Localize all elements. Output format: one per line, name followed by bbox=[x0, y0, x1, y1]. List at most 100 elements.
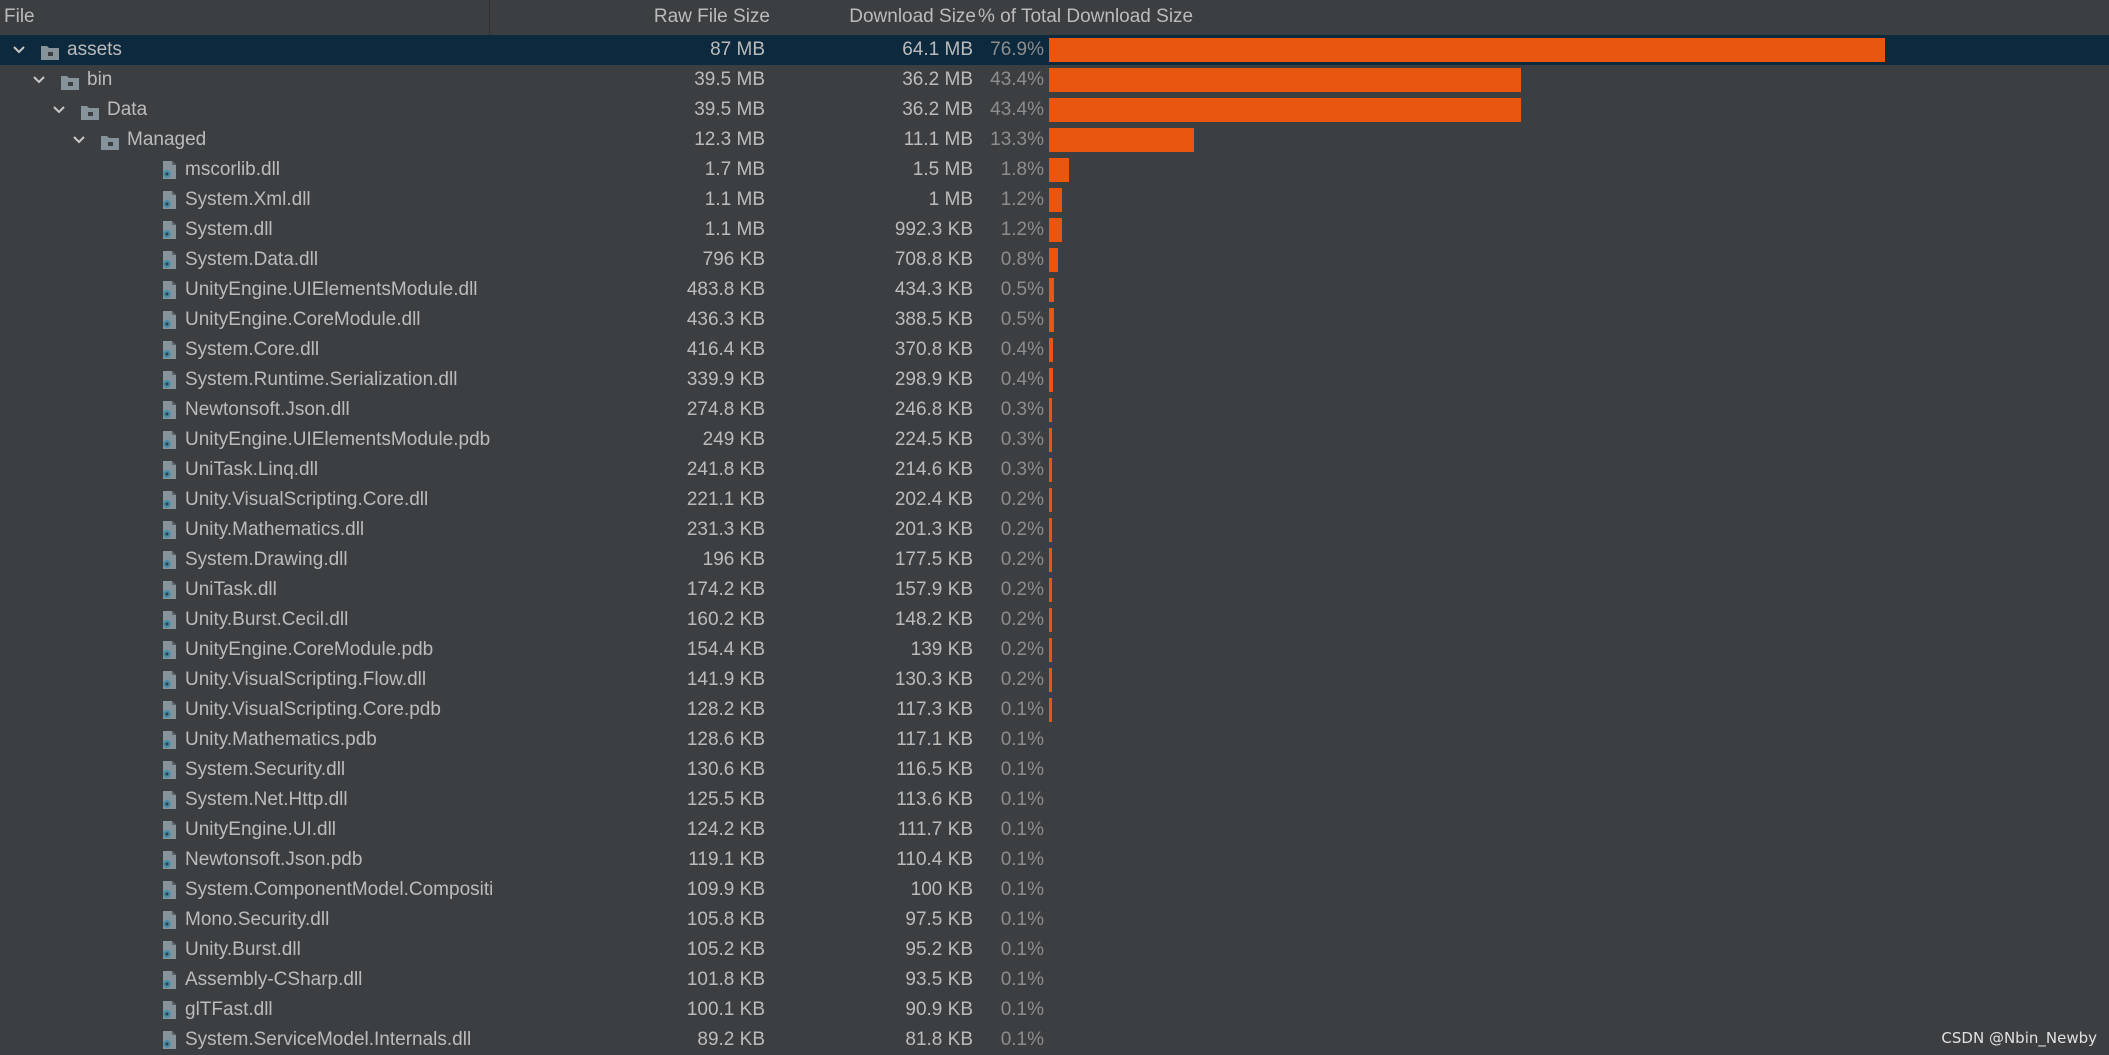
tree-row-file[interactable]: System.Data.dll 796 KB 708.8 KB 0.8% bbox=[0, 245, 2109, 275]
raw-size: 100.1 KB bbox=[686, 999, 765, 1020]
percent-bar bbox=[1049, 38, 1885, 62]
dll-file-icon bbox=[160, 970, 180, 989]
file-name: System.Net.Http.dll bbox=[185, 789, 348, 810]
tree-row-file[interactable]: System.Net.Http.dll 125.5 KB 113.6 KB 0.1% bbox=[0, 785, 2109, 815]
download-size: 298.9 KB bbox=[894, 369, 973, 390]
percent-value: 43.4% bbox=[990, 99, 1044, 120]
name-cell: System.Security.dll bbox=[0, 755, 492, 785]
tree-row-file[interactable]: Unity.VisualScripting.Core.pdb 128.2 KB 11… bbox=[0, 695, 2109, 725]
tree-row-file[interactable]: Newtonsoft.Json.pdb 119.1 KB 110.4 KB 0.1% bbox=[0, 845, 2109, 875]
chevron-down-icon[interactable] bbox=[10, 35, 28, 65]
tree-row-file[interactable]: UnityEngine.UIElementsModule.pdb 249 KB 22… bbox=[0, 425, 2109, 455]
chevron-down-icon[interactable] bbox=[70, 125, 88, 155]
percent-bar-track bbox=[1049, 125, 2049, 155]
percent-bar bbox=[1049, 98, 1521, 122]
tree-row-file[interactable]: Unity.VisualScripting.Flow.dll 141.9 KB 13… bbox=[0, 665, 2109, 695]
tree-row-file[interactable]: Unity.Mathematics.dll 231.3 KB 201.3 KB 0.2… bbox=[0, 515, 2109, 545]
tree-row-file[interactable]: System.Security.dll 130.6 KB 116.5 KB 0.1% bbox=[0, 755, 2109, 785]
tree-row-file[interactable]: Newtonsoft.Json.dll 274.8 KB 246.8 KB 0.3% bbox=[0, 395, 2109, 425]
percent-value: 0.1% bbox=[1000, 879, 1044, 900]
chevron-down-icon[interactable] bbox=[50, 95, 68, 125]
tree-row-file[interactable]: mscorlib.dll 1.7 MB 1.5 MB 1.8% bbox=[0, 155, 2109, 185]
percent-bar bbox=[1049, 218, 1062, 242]
percent-bar bbox=[1049, 248, 1058, 272]
column-header: File Raw File Size Download Size % of To… bbox=[0, 0, 2109, 36]
file-name: Newtonsoft.Json.pdb bbox=[185, 849, 363, 870]
tree-row-file[interactable]: glTFast.dll 100.1 KB 90.9 KB 0.1% bbox=[0, 995, 2109, 1025]
tree-row-file[interactable]: UnityEngine.CoreModule.dll 436.3 KB 388.5 … bbox=[0, 305, 2109, 335]
tree-row-file[interactable]: Unity.VisualScripting.Core.dll 221.1 KB 20… bbox=[0, 485, 2109, 515]
tree-row-file[interactable]: Unity.Burst.dll 105.2 KB 95.2 KB 0.1% bbox=[0, 935, 2109, 965]
file-name: Unity.VisualScripting.Core.pdb bbox=[185, 699, 441, 720]
raw-size-column-header[interactable]: Raw File Size bbox=[653, 6, 770, 27]
raw-size: 87 MB bbox=[710, 39, 765, 60]
file-column-header[interactable]: File bbox=[4, 0, 490, 35]
percent-value: 0.1% bbox=[1000, 939, 1044, 960]
tree-row-file[interactable]: System.ComponentModel.Compositi 109.9 KB 1… bbox=[0, 875, 2109, 905]
tree-row-file[interactable]: Unity.Burst.Cecil.dll 160.2 KB 148.2 KB 0.2… bbox=[0, 605, 2109, 635]
tree-row-file[interactable]: System.Runtime.Serialization.dll 339.9 KB… bbox=[0, 365, 2109, 395]
tree-row-folder[interactable]: bin 39.5 MB 36.2 MB 43.4% bbox=[0, 65, 2109, 95]
file-name: UnityEngine.UIElementsModule.pdb bbox=[185, 429, 491, 450]
file-name: System.Xml.dll bbox=[185, 189, 311, 210]
name-cell: UnityEngine.UIElementsModule.dll bbox=[0, 275, 492, 305]
tree-row-file[interactable]: System.Drawing.dll 196 KB 177.5 KB 0.2% bbox=[0, 545, 2109, 575]
tree-row-file[interactable]: System.dll 1.1 MB 992.3 KB 1.2% bbox=[0, 215, 2109, 245]
percent-value: 0.1% bbox=[1000, 1029, 1044, 1050]
percent-value: 43.4% bbox=[990, 69, 1044, 90]
tree-row-folder[interactable]: Data 39.5 MB 36.2 MB 43.4% bbox=[0, 95, 2109, 125]
percent-bar bbox=[1049, 188, 1062, 212]
tree-row-file[interactable]: Assembly-CSharp.dll 101.8 KB 93.5 KB 0.1% bbox=[0, 965, 2109, 995]
download-size: 246.8 KB bbox=[894, 399, 973, 420]
percent-value: 0.3% bbox=[1000, 429, 1044, 450]
percent-bar-track bbox=[1049, 365, 2049, 395]
tree-row-file[interactable]: UnityEngine.UI.dll 124.2 KB 111.7 KB 0.1% bbox=[0, 815, 2109, 845]
file-name: System.Core.dll bbox=[185, 339, 320, 360]
download-size: 113.6 KB bbox=[896, 789, 973, 810]
tree-row-file[interactable]: Mono.Security.dll 105.8 KB 97.5 KB 0.1% bbox=[0, 905, 2109, 935]
tree-row-file[interactable]: UniTask.dll 174.2 KB 157.9 KB 0.2% bbox=[0, 575, 2109, 605]
name-cell: Mono.Security.dll bbox=[0, 905, 492, 935]
percent-bar bbox=[1049, 668, 1052, 692]
percent-value: 0.2% bbox=[1000, 519, 1044, 540]
raw-size: 119.1 KB bbox=[688, 849, 765, 870]
name-cell: System.Drawing.dll bbox=[0, 545, 492, 575]
file-name: UnityEngine.CoreModule.dll bbox=[185, 309, 421, 330]
raw-size: 128.2 KB bbox=[686, 699, 765, 720]
percent-column-header[interactable]: % of Total Download Size bbox=[978, 6, 1194, 27]
tree-row-file[interactable]: System.Xml.dll 1.1 MB 1 MB 1.2% bbox=[0, 185, 2109, 215]
percent-bar bbox=[1049, 488, 1052, 512]
tree-row-file[interactable]: UnityEngine.CoreModule.pdb 154.4 KB 139 KB… bbox=[0, 635, 2109, 665]
raw-size: 141.9 KB bbox=[686, 669, 765, 690]
file-name: UniTask.Linq.dll bbox=[185, 459, 319, 480]
raw-size: 39.5 MB bbox=[694, 69, 765, 90]
tree-row-folder[interactable]: assets 87 MB 64.1 MB 76.9% bbox=[0, 35, 2109, 65]
download-size-column-header[interactable]: Download Size bbox=[849, 6, 976, 27]
percent-bar-track bbox=[1049, 215, 2049, 245]
name-cell: glTFast.dll bbox=[0, 995, 492, 1025]
percent-bar bbox=[1049, 608, 1052, 632]
file-name: UnityEngine.CoreModule.pdb bbox=[185, 639, 434, 660]
file-name: Unity.VisualScripting.Core.dll bbox=[185, 489, 429, 510]
file-tree[interactable]: assets 87 MB 64.1 MB 76.9% bin 39.5 MB 36.2 MB… bbox=[0, 35, 2109, 1055]
percent-bar bbox=[1049, 278, 1054, 302]
tree-row-file[interactable]: System.Core.dll 416.4 KB 370.8 KB 0.4% bbox=[0, 335, 2109, 365]
percent-bar-track bbox=[1049, 965, 2049, 995]
tree-row-file[interactable]: System.ServiceModel.Internals.dll 89.2 KB… bbox=[0, 1025, 2109, 1055]
tree-row-file[interactable]: UnityEngine.UIElementsModule.dll 483.8 KB… bbox=[0, 275, 2109, 305]
dll-file-icon bbox=[160, 790, 180, 809]
folder-icon bbox=[40, 41, 60, 60]
tree-row-file[interactable]: UniTask.Linq.dll 241.8 KB 214.6 KB 0.3% bbox=[0, 455, 2109, 485]
folder-icon bbox=[80, 101, 100, 120]
raw-size: 105.2 KB bbox=[686, 939, 765, 960]
tree-row-folder[interactable]: Managed 12.3 MB 11.1 MB 13.3% bbox=[0, 125, 2109, 155]
percent-bar bbox=[1049, 518, 1052, 542]
percent-value: 76.9% bbox=[990, 39, 1044, 60]
tree-row-file[interactable]: Unity.Mathematics.pdb 128.6 KB 117.1 KB 0.1… bbox=[0, 725, 2109, 755]
percent-bar-track bbox=[1049, 575, 2049, 605]
file-name: Unity.Burst.dll bbox=[185, 939, 301, 960]
percent-bar-track bbox=[1049, 335, 2049, 365]
chevron-down-icon[interactable] bbox=[30, 65, 48, 95]
percent-value: 0.2% bbox=[1000, 579, 1044, 600]
percent-bar-track bbox=[1049, 755, 2049, 785]
